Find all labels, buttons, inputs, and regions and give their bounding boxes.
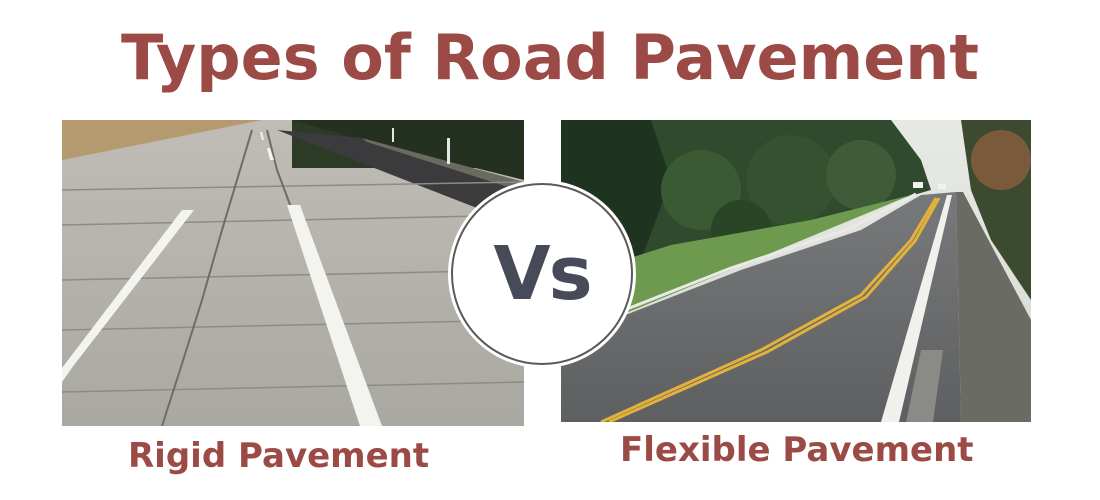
page-title: Types of Road Pavement [120, 21, 980, 94]
versus-badge: Vs [451, 183, 633, 365]
rigid-pavement-caption: Rigid Pavement [128, 436, 430, 476]
flexible-pavement-photo [561, 120, 1031, 422]
rigid-pavement-photo [62, 120, 524, 426]
flexible-pavement-caption: Flexible Pavement [620, 430, 974, 470]
versus-label: Vs [493, 231, 592, 317]
